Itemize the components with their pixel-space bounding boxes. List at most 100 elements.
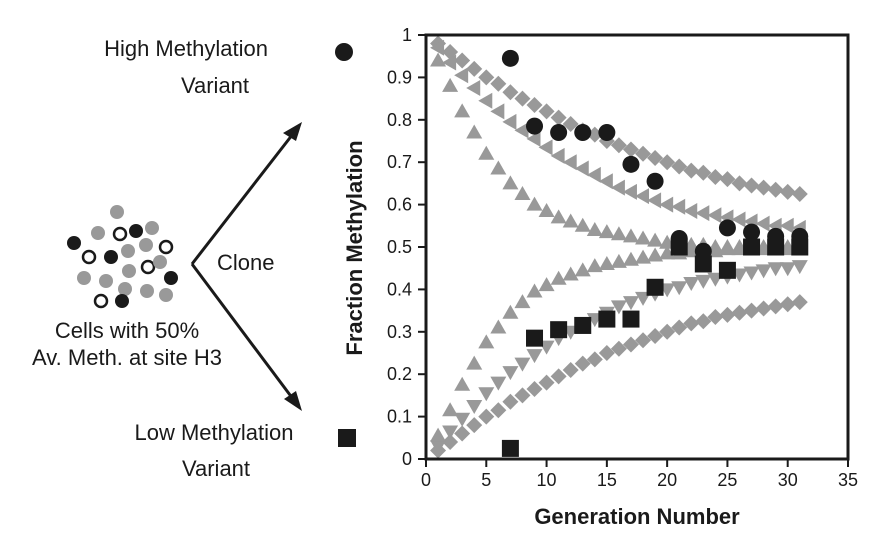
cell-gray — [110, 205, 124, 219]
data-point-square — [550, 321, 568, 339]
data-point-triangle-down — [442, 425, 459, 440]
data-point-triangle-up — [550, 270, 567, 285]
data-point-diamond — [586, 351, 603, 368]
data-point-diamond — [767, 298, 784, 315]
data-point-triangle-down — [779, 262, 796, 277]
data-point-triangle-left — [586, 166, 601, 183]
data-point-square — [670, 238, 688, 256]
data-point-diamond — [610, 340, 627, 357]
data-point-triangle-down — [695, 274, 712, 289]
data-point-triangle-left — [442, 54, 457, 71]
data-point-triangle-left — [502, 113, 517, 130]
data-point-triangle-up — [526, 283, 543, 298]
data-point-diamond — [719, 171, 736, 188]
cell-gray — [91, 226, 105, 240]
cells-label-line1: Cells with 50% — [55, 318, 199, 343]
data-point-triangle-down — [478, 387, 495, 402]
data-point-diamond — [502, 84, 519, 101]
data-point-diamond — [454, 52, 471, 69]
x-tick-label: 35 — [838, 470, 858, 490]
data-point-triangle-left — [454, 67, 469, 84]
y-tick-label: 0.8 — [387, 110, 412, 130]
y-tick-label: 0.1 — [387, 407, 412, 427]
data-point-diamond — [659, 154, 676, 171]
y-tick-label: 0.5 — [387, 237, 412, 257]
data-point-triangle-down — [466, 400, 483, 414]
data-point-diamond — [538, 374, 555, 391]
data-point-diamond — [647, 149, 664, 166]
data-point-triangle-up — [478, 145, 495, 160]
y-tick-label: 0 — [402, 449, 412, 469]
data-point-diamond — [514, 90, 531, 107]
data-point-diamond — [743, 302, 760, 319]
data-point-diamond — [683, 162, 700, 179]
x-axis-title: Generation Number — [534, 504, 740, 529]
data-point-circle — [501, 49, 519, 67]
data-point-triangle-down — [622, 296, 639, 311]
data-point-triangle-up — [635, 249, 652, 264]
cell-open — [158, 239, 174, 255]
data-point-triangle-up — [610, 226, 627, 241]
data-point-triangle-up — [502, 304, 519, 319]
data-point-triangle-up — [647, 247, 664, 262]
data-point-circle — [718, 219, 736, 237]
data-point-triangle-up — [514, 186, 531, 200]
cell-cluster — [67, 205, 178, 309]
data-point-triangle-up — [466, 355, 483, 370]
data-point-triangle-up — [454, 103, 471, 118]
data-point-diamond — [598, 345, 615, 361]
scatter-chart: 0 5 10 15 20 25 30 35 0 0.1 0.2 0.3 0.4 0.5 0.6 0.7 0.8 0… — [342, 25, 858, 529]
low-variant-label-line2: Variant — [182, 456, 250, 481]
data-point-triangle-down — [791, 260, 808, 275]
data-point-circle — [622, 155, 640, 173]
data-point-square — [526, 329, 544, 347]
cell-dark — [67, 236, 81, 250]
data-point-triangle-up — [598, 255, 615, 270]
data-point-triangle-up — [538, 202, 555, 217]
data-point-diamond — [502, 393, 519, 410]
clone-label: Clone — [217, 250, 274, 275]
data-point-diamond — [610, 137, 627, 154]
data-point-triangle-left — [659, 196, 674, 213]
data-point-triangle-down — [683, 277, 700, 292]
cell-gray — [99, 274, 113, 288]
data-point-circle — [743, 223, 761, 241]
data-point-diamond — [707, 308, 724, 325]
data-point-triangle-left — [562, 154, 577, 171]
data-point-circle — [598, 124, 616, 142]
cell-gray — [121, 244, 135, 258]
data-point-diamond — [671, 319, 688, 336]
data-point-square — [574, 316, 592, 334]
data-point-triangle-up — [562, 213, 579, 228]
data-point-square — [646, 278, 664, 296]
data-point-diamond — [622, 141, 639, 158]
data-point-triangle-up — [478, 334, 495, 349]
clone-arrows — [190, 129, 298, 404]
cell-gray — [159, 288, 173, 302]
data-point-triangle-up — [659, 245, 676, 260]
data-point-square — [501, 439, 519, 457]
data-point-triangle-up — [635, 230, 652, 245]
data-point-diamond — [683, 315, 700, 332]
cell-dark — [104, 250, 118, 264]
high-variant-label-line2: Variant — [181, 73, 249, 98]
cell-gray — [140, 284, 154, 298]
data-point-diamond — [695, 164, 712, 181]
data-point-triangle-down — [490, 376, 507, 391]
data-point-triangle-left — [695, 205, 710, 222]
data-point-diamond — [791, 294, 808, 311]
high-variant-circle-icon — [335, 43, 353, 61]
y-tick-label: 0.6 — [387, 195, 412, 215]
data-point-triangle-up — [430, 52, 447, 67]
data-point-triangle-down — [767, 262, 784, 277]
data-point-triangle-up — [610, 253, 627, 268]
data-point-triangle-left — [574, 160, 589, 177]
data-point-triangle-up — [490, 319, 507, 334]
cell-open — [81, 249, 97, 265]
high-variant-label-line1: High Methylation — [104, 36, 268, 61]
data-point-triangle-down — [502, 366, 519, 381]
data-point-triangle-left — [707, 207, 722, 224]
data-point-diamond — [478, 69, 495, 86]
data-point-triangle-left — [671, 198, 686, 215]
cell-open — [112, 226, 128, 242]
